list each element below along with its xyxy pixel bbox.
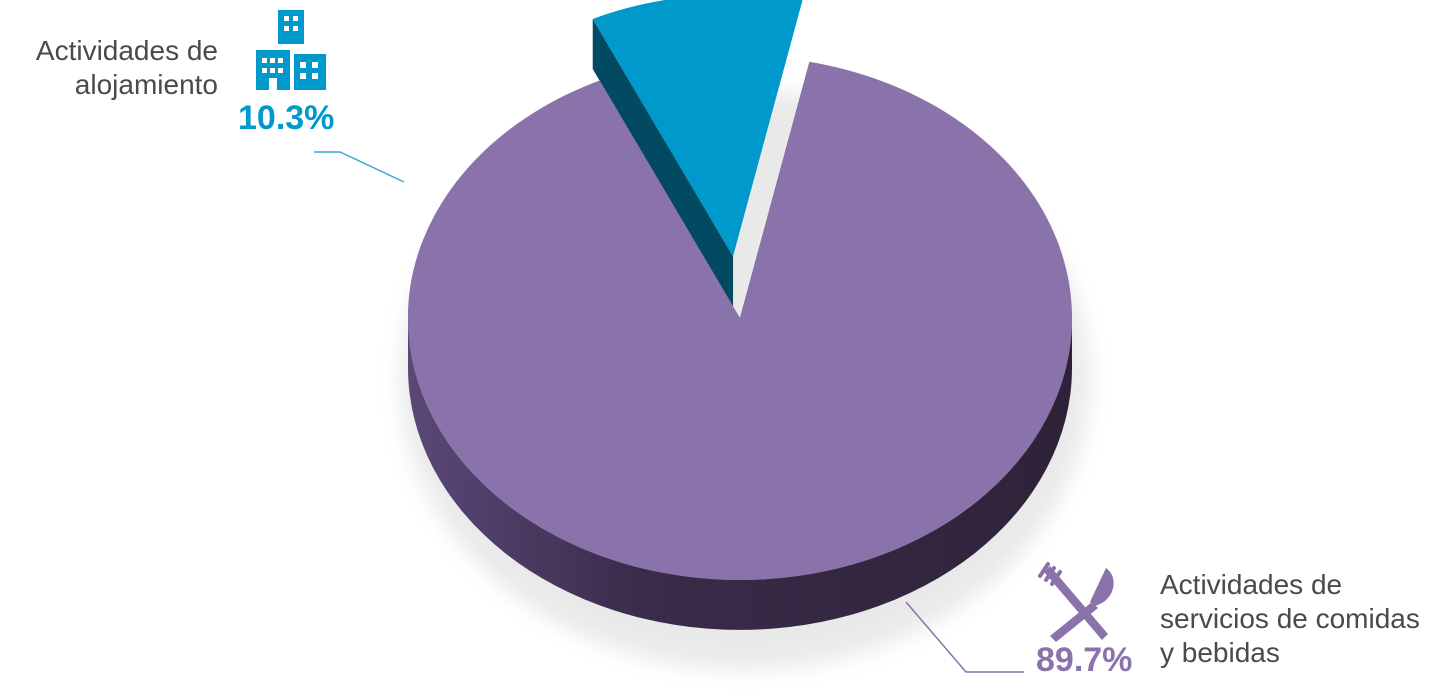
- series-label-alojamiento: Actividades de alojamiento: [36, 34, 218, 102]
- series-label-comidas: Actividades de servicios de comidas y be…: [1160, 568, 1420, 670]
- data-label-comidas: 89.7%: [1036, 641, 1133, 679]
- buildings-icon: [256, 10, 326, 90]
- data-label-alojamiento: 10.3%: [238, 99, 335, 137]
- series-label-alojamiento-line-1: Actividades de: [35, 35, 218, 66]
- fork-knife-icon: [1038, 562, 1114, 642]
- leader-line-alojamiento: [314, 151, 405, 183]
- series-label-comidas-line-1: Actividades de: [1160, 569, 1343, 600]
- series-label-alojamiento-line-2: alojamiento: [74, 69, 218, 100]
- pie-slice-alojamiento: [592, 0, 803, 307]
- series-label-comidas-line-3: y bebidas: [1160, 637, 1280, 668]
- pie-slices: [408, 0, 1072, 630]
- series-label-comidas-line-2: servicios de comidas: [1160, 603, 1420, 634]
- leader-line-comidas: [905, 601, 1024, 673]
- pie-slice-comidas: [408, 61, 1072, 630]
